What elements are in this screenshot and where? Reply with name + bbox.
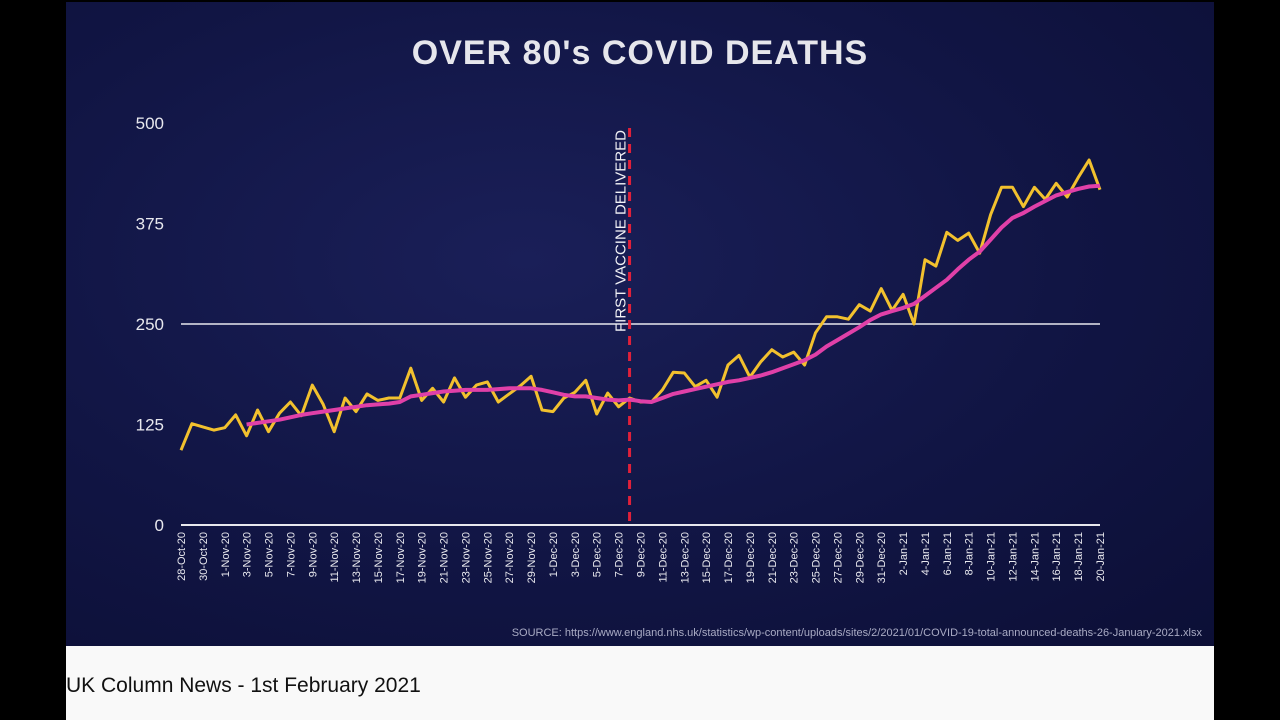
x-tick-label: 11-Dec-20 <box>657 532 669 583</box>
x-tick-label: 27-Nov-20 <box>504 532 516 583</box>
x-tick-label: 28-Oct-20 <box>176 532 188 581</box>
x-tick-label: 15-Dec-20 <box>701 532 713 583</box>
x-tick-label: 29-Dec-20 <box>854 532 866 583</box>
x-tick-label: 7-Dec-20 <box>614 532 626 577</box>
x-tick-label: 17-Dec-20 <box>723 532 735 583</box>
x-tick-label: 20-Jan-21 <box>1095 532 1107 582</box>
x-tick-label: 3-Nov-20 <box>242 532 254 577</box>
x-tick-label: 7-Nov-20 <box>285 532 297 577</box>
x-tick-label: 21-Nov-20 <box>439 532 451 583</box>
x-tick-label: 13-Nov-20 <box>351 532 363 583</box>
x-tick-label: 19-Dec-20 <box>745 532 757 583</box>
x-tick-label: 25-Dec-20 <box>811 532 823 583</box>
x-tick-label: 15-Nov-20 <box>373 532 385 583</box>
x-tick-label: 16-Jan-21 <box>1051 532 1063 582</box>
x-tick-label: 31-Dec-20 <box>876 532 888 583</box>
x-tick-label: 4-Jan-21 <box>920 532 932 575</box>
y-tick-label: 375 <box>136 215 164 234</box>
x-tick-label: 5-Dec-20 <box>592 532 604 577</box>
x-tick-label: 21-Dec-20 <box>767 532 779 583</box>
y-tick-label: 0 <box>155 516 164 535</box>
y-tick-label: 250 <box>136 315 164 334</box>
x-tick-label: 23-Dec-20 <box>789 532 801 583</box>
x-tick-label: 13-Dec-20 <box>679 532 691 583</box>
x-tick-label: 1-Nov-20 <box>220 532 232 577</box>
x-tick-label: 5-Nov-20 <box>264 532 276 577</box>
x-tick-label: 9-Dec-20 <box>636 532 648 577</box>
video-title: UK Column News - 1st February 2021 <box>66 674 421 697</box>
chart-title: OVER 80's COVID DEATHS <box>412 34 868 72</box>
vaccine-annotation-label: FIRST VACCINE DELIVERED <box>613 130 630 332</box>
x-tick-label: 6-Jan-21 <box>942 532 954 575</box>
x-tick-label: 11-Nov-20 <box>329 532 341 583</box>
x-tick-label: 19-Nov-20 <box>417 532 429 583</box>
x-tick-label: 9-Nov-20 <box>307 532 319 577</box>
x-tick-label: 1-Dec-20 <box>548 532 560 577</box>
series-line-daily-deaths <box>179 158 1102 451</box>
x-tick-label: 12-Jan-21 <box>1007 532 1019 582</box>
x-tick-label: 23-Nov-20 <box>460 532 472 583</box>
x-tick-label: 18-Jan-21 <box>1073 532 1085 582</box>
x-tick-label: 10-Jan-21 <box>986 532 998 582</box>
chart: OVER 80's COVID DEATHS SOURCE: https://w… <box>136 34 1203 639</box>
x-tick-label: 27-Dec-20 <box>832 532 844 583</box>
x-tick-label: 14-Jan-21 <box>1029 532 1041 582</box>
x-tick-label: 30-Oct-20 <box>198 532 210 581</box>
y-tick-label: 125 <box>136 416 164 435</box>
x-tick-label: 17-Nov-20 <box>395 532 407 583</box>
video-info: UK Column News - 1st February 2021 <box>66 646 1214 720</box>
source-note: SOURCE: https://www.england.nhs.uk/stati… <box>512 627 1203 639</box>
x-tick-label: 3-Dec-20 <box>570 532 582 577</box>
x-tick-label: 2-Jan-21 <box>898 532 910 575</box>
x-tick-label: 25-Nov-20 <box>482 532 494 583</box>
y-tick-label: 500 <box>136 114 164 133</box>
series-line-7-day-average <box>246 183 1101 427</box>
x-tick-label: 8-Jan-21 <box>964 532 976 575</box>
x-tick-label: 29-Nov-20 <box>526 532 538 583</box>
